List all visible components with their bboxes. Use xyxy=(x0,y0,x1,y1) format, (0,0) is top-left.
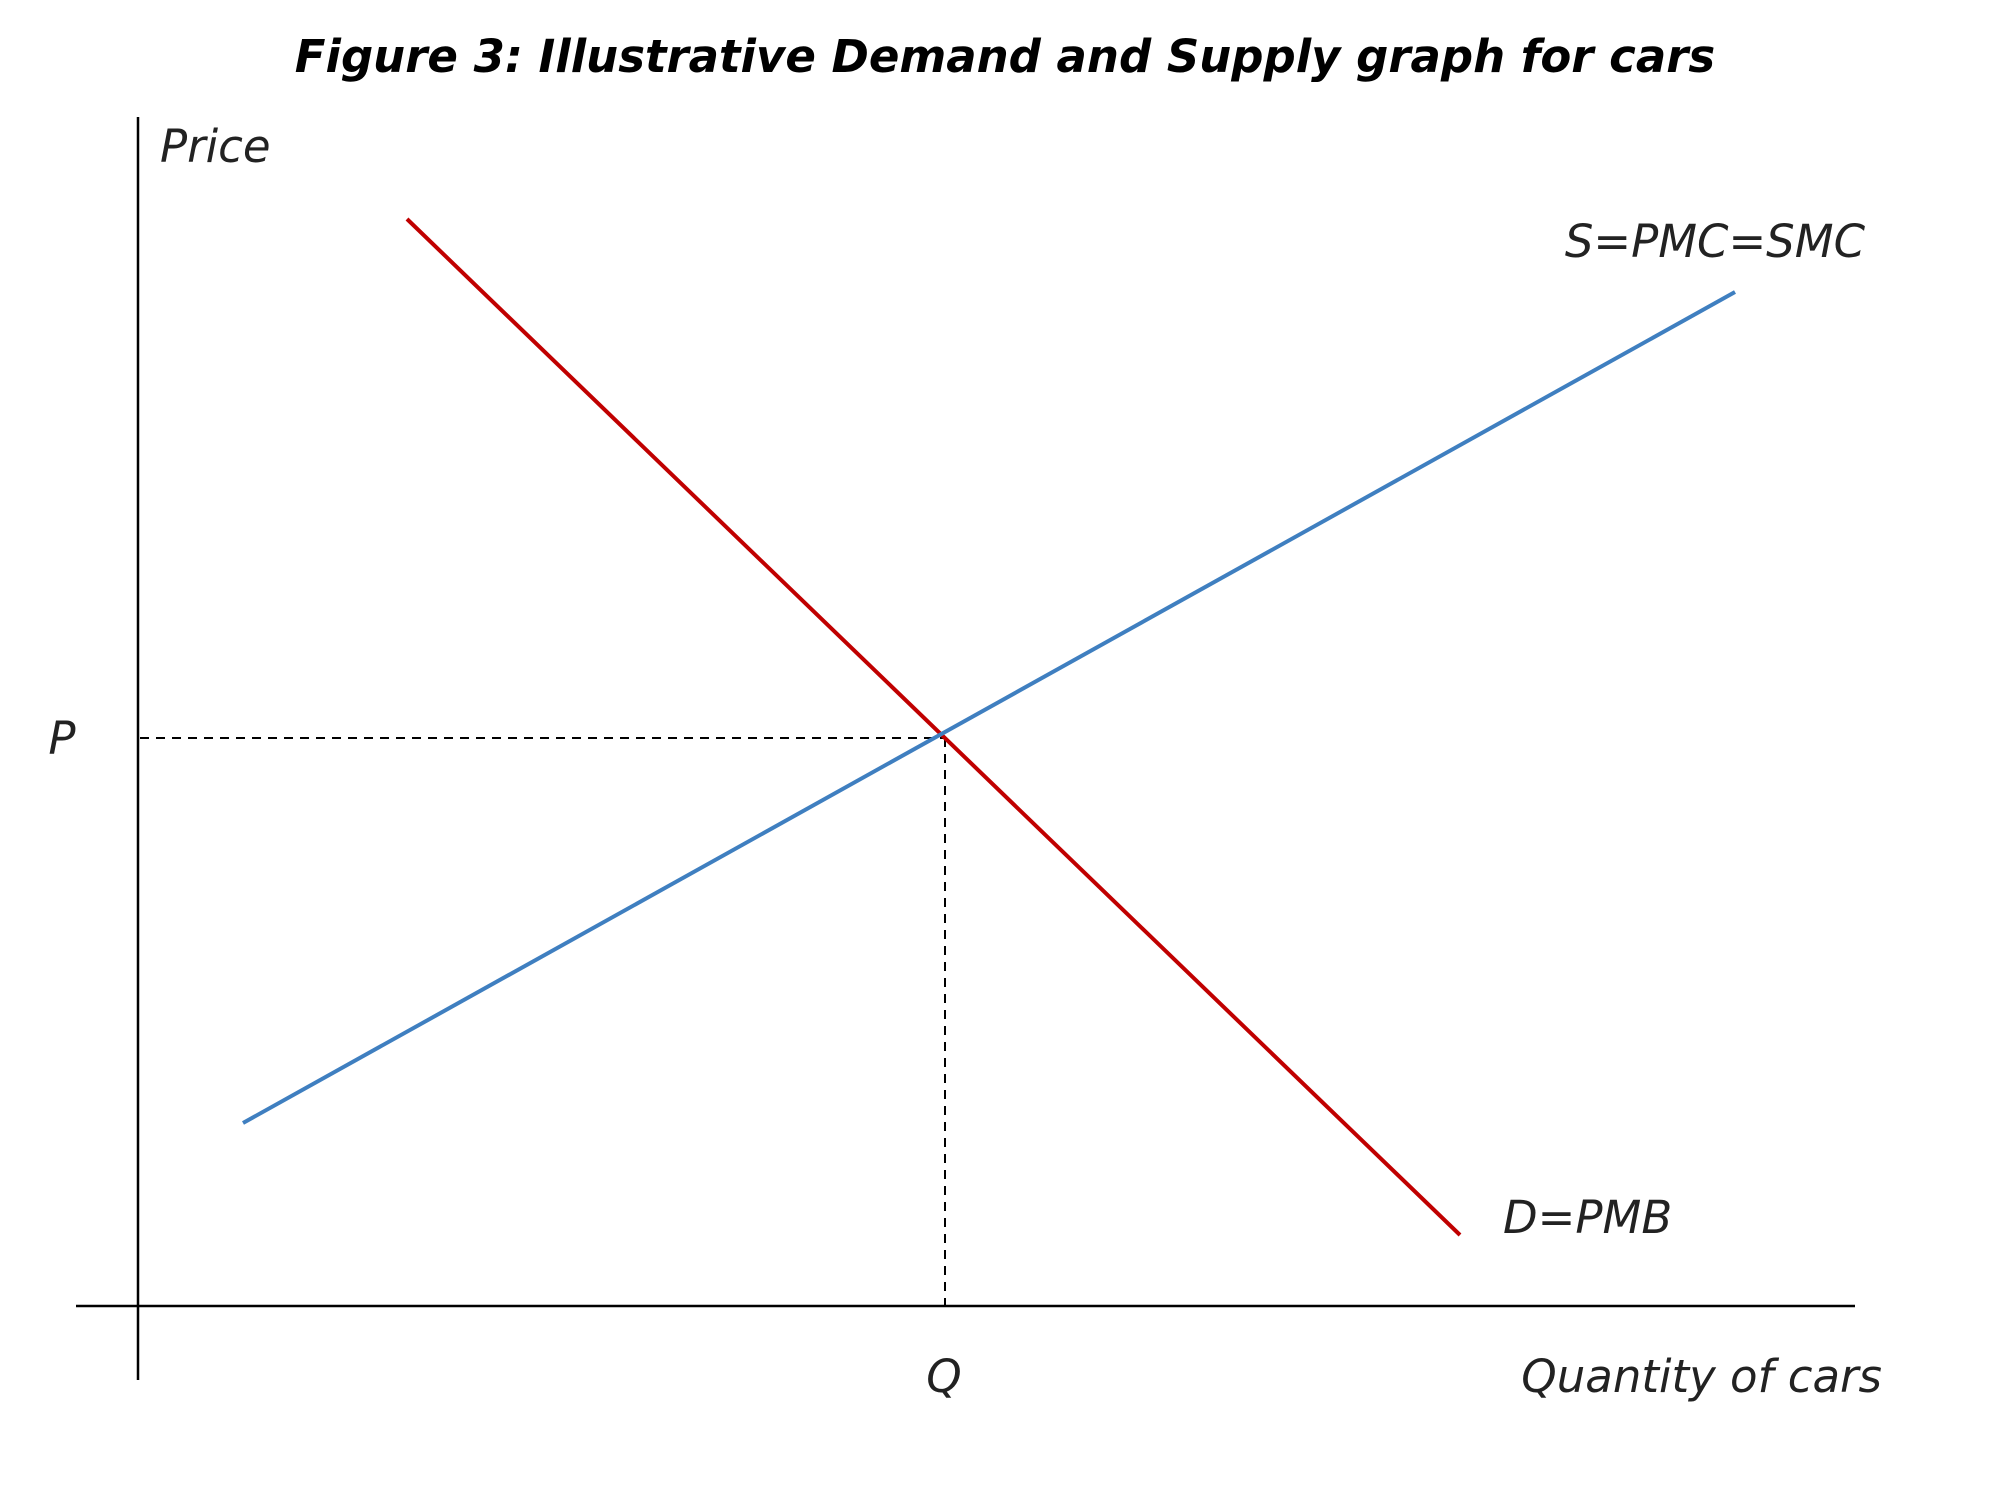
equilibrium-quantity-label: Q xyxy=(926,1350,961,1403)
y-axis-label: Price xyxy=(160,120,271,173)
equilibrium-price-label: P xyxy=(48,712,76,765)
supply-curve-label: S=PMC=SMC xyxy=(1565,215,1866,268)
demand-curve xyxy=(405,217,1462,1237)
demand-curve-label: D=PMB xyxy=(1503,1191,1672,1244)
supply-curve xyxy=(242,290,1736,1125)
x-axis-label: Quantity of cars xyxy=(1521,1350,1882,1403)
figure-title: Figure 3: Illustrative Demand and Supply… xyxy=(295,30,1715,83)
